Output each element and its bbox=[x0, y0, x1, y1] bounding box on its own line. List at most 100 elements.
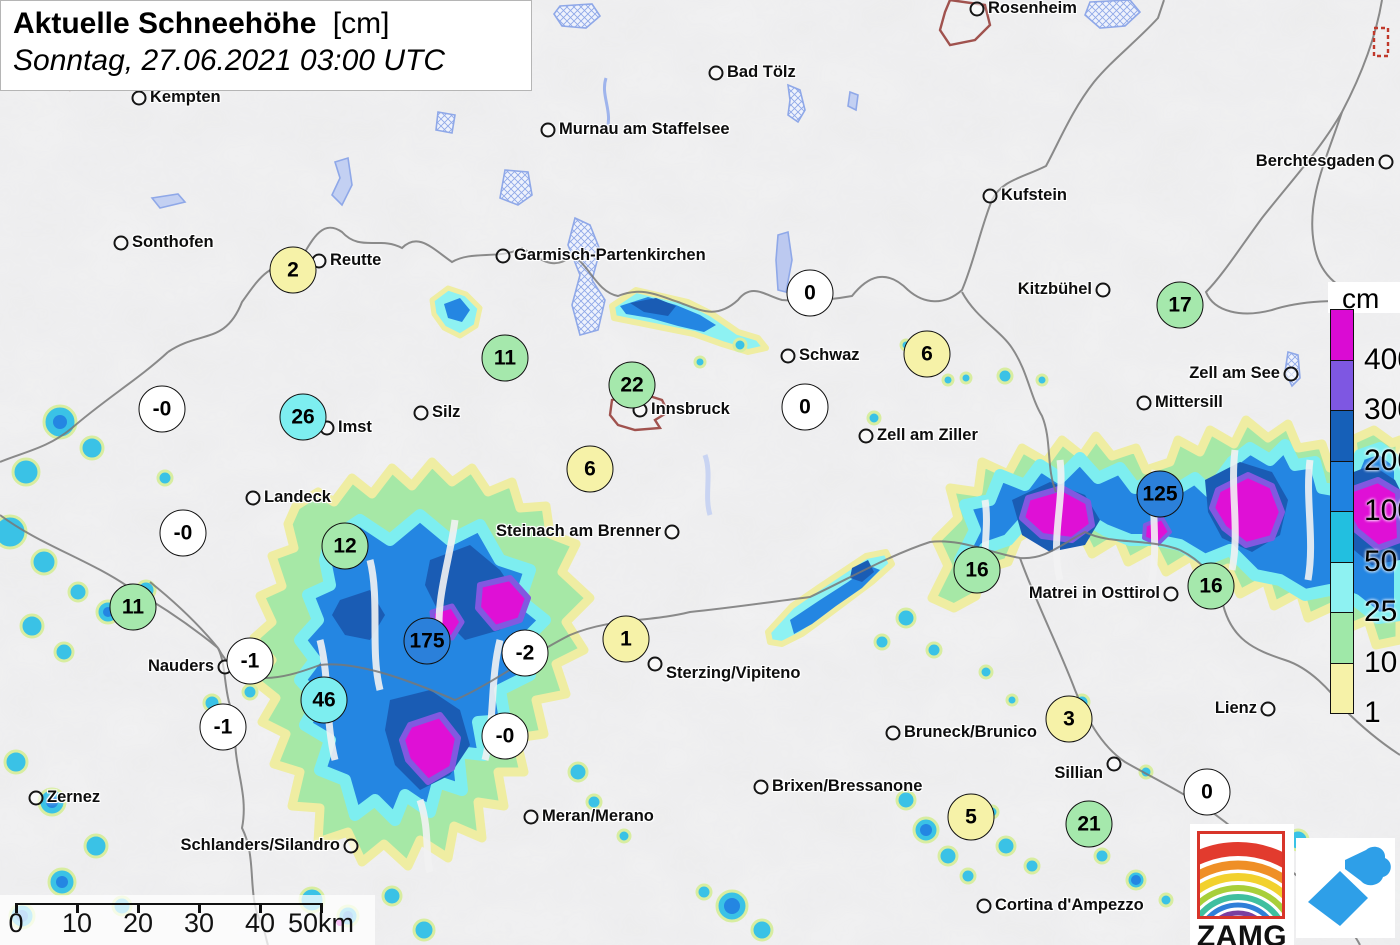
city-dot-icon bbox=[540, 122, 556, 138]
city-label: Meran/Merano bbox=[542, 807, 654, 825]
station-value-badge: 12 bbox=[321, 522, 369, 570]
city-dot-icon bbox=[753, 779, 769, 795]
title-unit: [cm] bbox=[332, 7, 390, 40]
rainbow-arc bbox=[1219, 910, 1257, 916]
scale-bar-line bbox=[15, 903, 322, 905]
city-dot-icon bbox=[1260, 701, 1276, 717]
city-label: Silz bbox=[432, 403, 461, 421]
legend-tick-label: 10 bbox=[1364, 645, 1398, 679]
station-value-badge: 0 bbox=[1183, 768, 1231, 816]
city-dot-icon bbox=[969, 1, 985, 17]
snow-massif-nordkette bbox=[609, 287, 769, 355]
scale-tick bbox=[259, 903, 262, 913]
snow-massif-tauern bbox=[927, 415, 1400, 650]
city-label: Berchtesgaden bbox=[1255, 152, 1375, 170]
city-label: Cortina d'Ampezzo bbox=[995, 896, 1144, 914]
city-dot-icon bbox=[131, 90, 147, 106]
legend-segment bbox=[1330, 662, 1354, 715]
city-label: Sterzing/Vipiteno bbox=[666, 664, 801, 682]
legend-segment bbox=[1330, 511, 1354, 563]
scale-tick-label: 30 bbox=[183, 908, 215, 938]
city-dot-icon bbox=[647, 656, 663, 672]
legend-tick-label: 300 bbox=[1364, 393, 1400, 426]
legend-segment bbox=[1330, 612, 1354, 664]
city-dot-icon bbox=[885, 725, 901, 741]
scale-tick bbox=[198, 903, 201, 913]
station-value-badge: 1 bbox=[602, 615, 650, 663]
legend-tick-label: 400 bbox=[1364, 342, 1400, 376]
scale-tick bbox=[15, 903, 18, 913]
station-value-badge: 6 bbox=[566, 445, 614, 493]
city-dot-icon bbox=[413, 405, 429, 421]
station-value-badge: 11 bbox=[109, 583, 157, 631]
zamg-logo: ZAMG bbox=[1190, 824, 1294, 945]
city-dot-icon bbox=[858, 428, 874, 444]
scale-tick-label: 50km bbox=[287, 908, 355, 938]
city-dot-icon bbox=[113, 235, 129, 251]
city-dot-icon bbox=[495, 248, 511, 264]
city-label: Schlanders/Silandro bbox=[180, 836, 340, 854]
city-dot-icon bbox=[1095, 282, 1111, 298]
map-title: Aktuelle Schneehöhe [cm] bbox=[13, 7, 519, 41]
rainbow-arc bbox=[1200, 894, 1281, 916]
station-value-badge: -2 bbox=[501, 629, 549, 677]
station-value-badge: -1 bbox=[199, 703, 247, 751]
city-dot-icon bbox=[1163, 586, 1179, 602]
rainbow-arc bbox=[1206, 902, 1270, 916]
rainbow-arc bbox=[1200, 860, 1282, 884]
station-value-badge: 11 bbox=[481, 334, 529, 382]
snow-massif-zillertal bbox=[765, 549, 895, 647]
station-value-badge: 21 bbox=[1065, 800, 1113, 848]
city-label: Murnau am Staffelsee bbox=[559, 120, 730, 138]
legend-segment bbox=[1330, 359, 1354, 412]
city-dot-icon bbox=[245, 490, 261, 506]
station-value-badge: 22 bbox=[608, 361, 656, 409]
station-value-badge: 0 bbox=[786, 269, 834, 317]
legend-unit-box bbox=[1328, 282, 1400, 313]
city-dot-icon bbox=[982, 188, 998, 204]
legend-segment bbox=[1330, 561, 1354, 614]
legend-tick-label: 50 bbox=[1364, 544, 1398, 578]
city-label: Innsbruck bbox=[651, 400, 730, 418]
snow-patch-zugspitze bbox=[429, 285, 483, 339]
city-label: Nauders bbox=[147, 657, 214, 675]
city-label: Reutte bbox=[330, 251, 382, 269]
city-dot-icon bbox=[1283, 366, 1299, 382]
legend-segment bbox=[1330, 460, 1354, 513]
scale-tick-label: 20 bbox=[122, 908, 154, 938]
city-dot-icon bbox=[664, 524, 680, 540]
city-label: Kitzbühel bbox=[1017, 280, 1092, 298]
legend-tick-label: 200 bbox=[1364, 443, 1400, 477]
city-label: Lienz bbox=[1214, 699, 1257, 717]
city-label: Landeck bbox=[264, 488, 331, 506]
city-label: Sonthofen bbox=[132, 233, 214, 251]
city-dot-icon bbox=[780, 348, 796, 364]
zamg-wordmark: ZAMG bbox=[1196, 920, 1288, 945]
city-label: Mittersill bbox=[1155, 393, 1223, 411]
city-label: Zernez bbox=[47, 788, 101, 806]
station-value-badge: 3 bbox=[1045, 695, 1093, 743]
mountain-cloud-icon bbox=[1308, 846, 1391, 926]
station-value-badge: 26 bbox=[279, 393, 327, 441]
rainbow-arcs bbox=[1200, 842, 1282, 916]
city-label: Brixen/Bressanone bbox=[772, 777, 923, 795]
title-main: Aktuelle Schneehöhe bbox=[13, 7, 317, 40]
legend-tick-label: 25 bbox=[1364, 595, 1398, 628]
station-value-badge: -0 bbox=[138, 385, 186, 433]
city-label: Bruneck/Brunico bbox=[904, 723, 1037, 741]
lakes bbox=[150, 0, 1301, 516]
station-value-badge: -0 bbox=[481, 712, 529, 760]
city-dot-icon bbox=[1106, 756, 1122, 772]
station-value-badge: 16 bbox=[1187, 562, 1235, 610]
scale-tick-label: 40 bbox=[244, 908, 276, 938]
city-dot-icon bbox=[523, 809, 539, 825]
map-datetime: Sonntag, 27.06.2021 03:00 UTC bbox=[13, 44, 445, 77]
city-label: Garmisch-Partenkirchen bbox=[514, 246, 706, 264]
rainbow-arc bbox=[1200, 885, 1282, 914]
city-label: Schwaz bbox=[799, 346, 860, 364]
rainbow-arc bbox=[1200, 873, 1282, 899]
station-value-badge: 0 bbox=[781, 383, 829, 431]
station-value-badge: -1 bbox=[226, 637, 274, 685]
city-dot-icon bbox=[1136, 395, 1152, 411]
